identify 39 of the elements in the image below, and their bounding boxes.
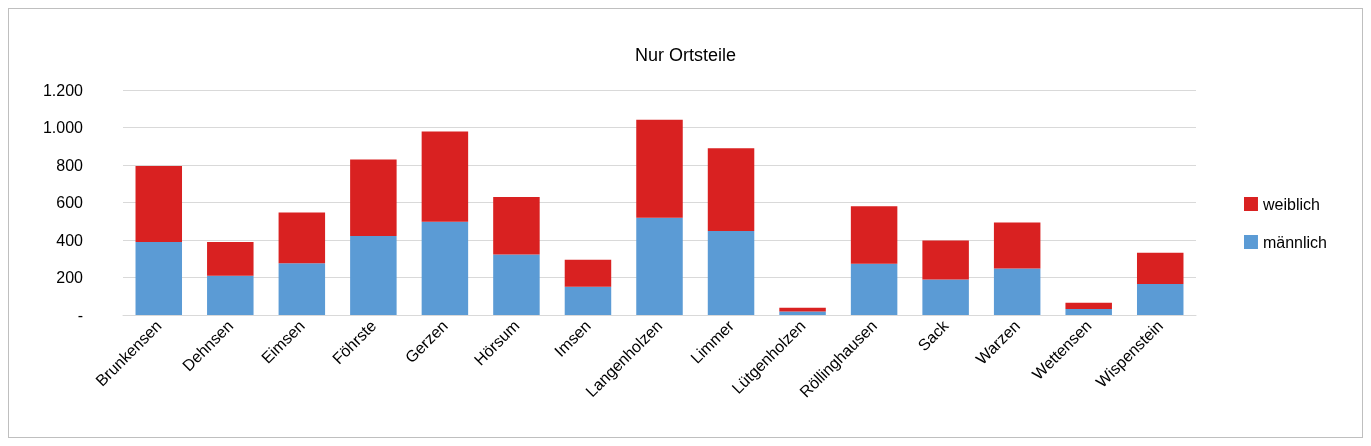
bar [1065,309,1112,315]
bar [278,263,326,315]
bar [421,221,469,315]
bar [779,311,826,315]
y-tick-label: - [77,306,83,324]
bar [207,275,254,315]
bar [350,235,397,315]
bar [707,148,755,231]
bar [850,206,898,264]
bar [922,279,969,315]
bar [278,212,326,264]
bar [1136,284,1184,315]
y-tick-label: 600 [56,194,84,211]
bar [636,119,683,218]
y-tick-label: 400 [56,231,84,249]
bar [993,222,1041,269]
bar [350,159,397,236]
bar [493,254,540,315]
bar [493,196,540,255]
bar [636,217,683,315]
legend-label: männlich [1262,233,1327,251]
bar [1065,302,1112,309]
bar [135,241,183,315]
bar [135,165,183,242]
bar [1136,252,1184,285]
bar [922,240,969,280]
bar [564,286,612,315]
bar [421,131,469,222]
bar [850,263,898,315]
y-tick-label: 200 [56,269,84,286]
y-tick-label: 1.200 [42,81,84,99]
bar [707,231,755,315]
bar [207,241,254,276]
bar [564,259,612,287]
legend-label: weiblich [1261,195,1320,213]
chart-title: Nur Ortsteile [634,45,737,65]
y-tick-label: 800 [56,156,84,174]
y-tick-label: 1.000 [42,119,84,136]
bar [993,268,1041,315]
